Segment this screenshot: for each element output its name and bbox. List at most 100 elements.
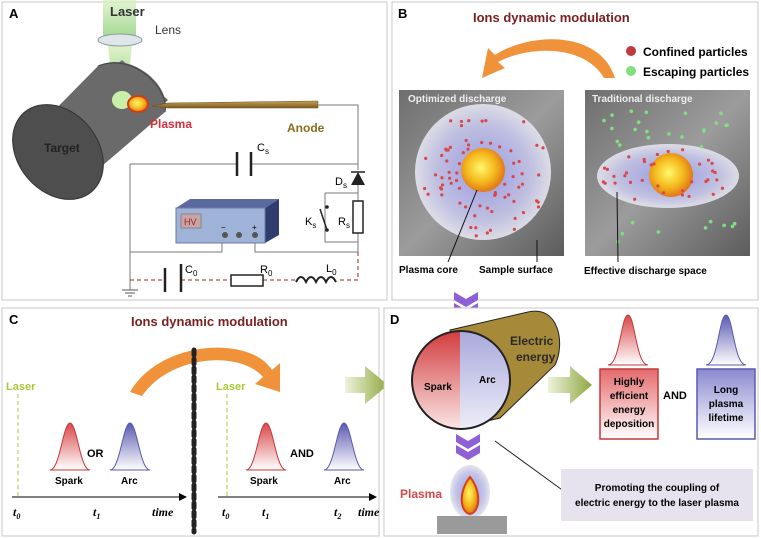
confined-particle — [601, 180, 605, 184]
confined-particle — [520, 182, 525, 186]
confined-particle — [445, 159, 449, 163]
capacitor-cs — [235, 152, 253, 176]
escaping-particle — [703, 225, 708, 230]
green-arrow-d — [548, 366, 592, 404]
confined-particle — [602, 166, 607, 170]
resistor-rs — [352, 200, 364, 234]
confined-particle — [513, 216, 517, 221]
sample-surface-label: Sample surface — [479, 265, 553, 276]
ks-label: Ks — [305, 216, 316, 230]
escaping-particle — [714, 121, 719, 125]
confined-particle — [706, 158, 711, 162]
escaping-particle — [610, 113, 614, 117]
resistor-r0 — [230, 274, 264, 287]
laser-spot — [112, 91, 132, 109]
confined-particle — [512, 161, 516, 165]
traditional-discharge-image — [585, 90, 750, 256]
escaping-particle — [699, 144, 704, 149]
confined-particle — [426, 192, 430, 196]
left-spark-label: Spark — [55, 476, 83, 487]
right-arc-label: Arc — [334, 476, 351, 487]
left-arc-pulse — [109, 422, 151, 471]
confined-particle — [454, 178, 459, 183]
right-spark-pulse — [245, 422, 287, 471]
hv-power-supply — [175, 199, 279, 244]
confined-particle — [511, 175, 515, 179]
confined-particle — [488, 228, 493, 233]
confined-particle — [485, 231, 489, 235]
right-laser-label: Laser — [216, 381, 246, 393]
confined-particle — [711, 192, 715, 196]
target-cylinder — [12, 60, 168, 200]
note-box — [561, 469, 753, 521]
highly-efficient-text: Highly efficient energy deposition — [604, 377, 655, 430]
confined-particle — [521, 210, 526, 215]
laser-beam-top — [103, 0, 136, 38]
confined-particle — [464, 138, 468, 143]
confined-particle — [512, 199, 516, 203]
panel-d: D Electric energy Spark Arc Highly effici… — [383, 307, 759, 537]
escaping-particle — [702, 128, 706, 132]
escaping-particle — [618, 143, 622, 147]
optimized-discharge-title: Optimized discharge — [408, 94, 507, 105]
confined-particle — [633, 197, 637, 201]
hv-label: HV — [184, 217, 197, 227]
confined-particle — [512, 227, 516, 231]
electric-energy-label-2: energy — [516, 350, 556, 364]
escaping-particle — [610, 126, 614, 131]
confined-particle — [444, 147, 448, 151]
electric-energy-label-1: Electric — [510, 334, 554, 348]
right-t2-label: t2 — [334, 505, 341, 521]
confined-particle — [698, 162, 702, 166]
capacitor-c0 — [163, 264, 183, 292]
confined-particle — [449, 119, 453, 123]
spark-label: Spark — [424, 382, 452, 393]
confined-particle — [480, 119, 484, 123]
plasma-icon — [127, 95, 149, 113]
confined-particle — [474, 234, 478, 238]
orange-arrow-c — [130, 347, 280, 396]
plasma-label: Plasma — [150, 117, 192, 131]
left-time-label: time — [152, 505, 174, 519]
note-text: Promoting the coupling of electric energy… — [575, 483, 739, 509]
confined-particle — [440, 153, 444, 158]
lens-icon — [97, 33, 143, 47]
escaping-particle — [724, 123, 728, 128]
confined-particle — [640, 178, 644, 182]
escaping-particle — [633, 127, 637, 132]
confined-particle — [433, 173, 438, 177]
confined-particle — [448, 145, 452, 149]
confined-particle — [537, 173, 541, 177]
confined-particle — [457, 161, 462, 166]
escaping-particle — [708, 219, 713, 224]
escaping-particle — [620, 231, 625, 236]
orange-arrow-b — [482, 39, 615, 78]
laser-plasma-icon — [437, 465, 507, 534]
escaping-particle — [680, 135, 684, 139]
left-spark-pulse — [49, 422, 91, 471]
target-label: Target — [44, 141, 80, 155]
escaping-particle — [646, 136, 651, 140]
confined-particle — [423, 186, 427, 191]
confined-particle — [485, 206, 490, 210]
switch-ks — [319, 205, 329, 232]
legend-confined-marker — [626, 46, 636, 56]
confined-particle — [424, 156, 428, 160]
confined-particle — [466, 147, 470, 151]
confined-particle — [690, 180, 694, 184]
panel-c-title: Ions dynamic modulation — [131, 314, 288, 329]
confined-particle — [459, 123, 464, 128]
escaping-particle — [629, 109, 634, 114]
panel-b-title: Ions dynamic modulation — [473, 10, 630, 25]
panel-a: A Laser Lens Target Plasma Anode — [1, 0, 388, 301]
confined-particle — [656, 184, 660, 188]
confined-particle — [517, 185, 521, 189]
escaping-particle — [667, 132, 671, 136]
confined-particle — [488, 141, 493, 145]
panel-c-letter: C — [9, 312, 19, 327]
escaping-particle — [636, 120, 641, 124]
escaping-particle — [730, 224, 735, 229]
confined-particle — [628, 180, 633, 185]
left-laser-label: Laser — [6, 381, 36, 393]
